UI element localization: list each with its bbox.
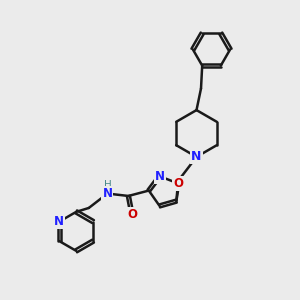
Text: N: N [54,215,64,228]
Text: N: N [154,170,165,183]
Text: N: N [191,150,202,164]
Text: H: H [104,180,112,190]
Text: O: O [173,177,183,190]
Text: N: N [102,187,112,200]
Text: O: O [127,208,137,221]
